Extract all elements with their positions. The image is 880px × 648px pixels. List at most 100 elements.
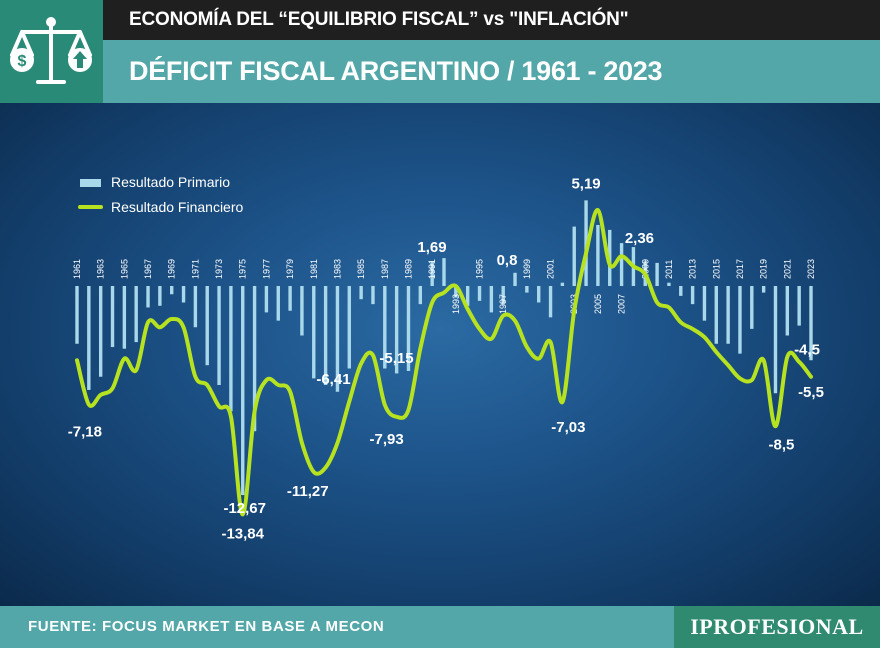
- bar-1984: [347, 286, 351, 369]
- tick-label-1979: 1979: [285, 259, 295, 279]
- bar-2003: [572, 226, 576, 286]
- bar-1971: [193, 286, 198, 328]
- data-label-1962-financiero: -7,18: [68, 423, 102, 440]
- bar-2010: [655, 262, 659, 286]
- bar-2002: [560, 282, 565, 286]
- chart-legend: Resultado Primario Resultado Financiero: [78, 174, 244, 215]
- data-label-1975-financiero: -13,84: [221, 525, 264, 542]
- tick-label-1963: 1963: [96, 259, 106, 279]
- legend-label-financiero: Resultado Financiero: [111, 199, 244, 215]
- bar-2019: [761, 286, 766, 293]
- bar-1993: [454, 286, 458, 298]
- svg-text:$: $: [18, 53, 27, 70]
- data-label-2004-primario: 5,19: [571, 175, 600, 192]
- tick-label-2013: 2013: [688, 259, 698, 279]
- bar-1985: [359, 286, 363, 300]
- bar-1973: [217, 286, 221, 385]
- data-label-1989-primario: -5,15: [379, 350, 413, 367]
- tick-label-2015: 2015: [711, 259, 721, 279]
- data-label-1988-financiero: -7,93: [370, 431, 404, 448]
- bar-2012: [679, 286, 683, 296]
- bar-2004: [584, 200, 588, 286]
- bar-2015: [714, 286, 718, 344]
- bar-2023: [809, 286, 813, 361]
- chart-svg: Resultado Primario Resultado Financiero …: [68, 174, 824, 542]
- bar-1970: [181, 286, 186, 303]
- bar-2018: [750, 286, 754, 329]
- bar-2021: [785, 286, 790, 336]
- bar-1986: [371, 286, 375, 305]
- bar-1999: [525, 286, 529, 293]
- tick-label-1967: 1967: [143, 259, 153, 279]
- data-label-2008-primario: 2,36: [625, 230, 654, 247]
- tick-label-1971: 1971: [190, 259, 200, 279]
- bar-1966: [134, 286, 138, 343]
- bar-2022: [797, 286, 801, 326]
- header-title: ECONOMÍA DEL “EQUILIBRIO FISCAL” vs "INF…: [103, 0, 880, 40]
- bar-2020: [773, 286, 778, 394]
- data-label-1975-primario: -12,67: [223, 500, 266, 517]
- tick-label-1991: 1991: [427, 259, 437, 279]
- bar-2011: [667, 282, 671, 286]
- series-line-resultado-financiero: [75, 208, 813, 517]
- bar-1976: [252, 286, 257, 432]
- bar-1978: [276, 286, 280, 321]
- tick-label-1999: 1999: [522, 259, 532, 279]
- tick-label-1997: 1997: [498, 294, 508, 314]
- tick-label-1989: 1989: [403, 259, 413, 279]
- legend-swatch-primario: [80, 179, 101, 187]
- bar-1963: [98, 286, 103, 377]
- bar-1981: [312, 286, 316, 379]
- chart-title: DÉFICIT FISCAL ARGENTINO / 1961 - 2023: [103, 40, 880, 103]
- tick-label-2021: 2021: [782, 259, 792, 279]
- tick-label-1977: 1977: [261, 259, 271, 279]
- balance-scale-icon: $: [10, 17, 92, 84]
- bar-1990: [418, 286, 423, 305]
- data-label-1981-financiero: -11,27: [287, 483, 329, 500]
- tick-label-1987: 1987: [380, 259, 390, 279]
- data-label-1992-primario: 1,69: [417, 239, 446, 256]
- footer: FUENTE: FOCUS MARKET EN BASE A MECON IPR…: [0, 606, 880, 648]
- tick-label-1981: 1981: [309, 259, 319, 279]
- bar-2000: [537, 286, 541, 303]
- bar-1972: [205, 286, 209, 366]
- bar-1965: [122, 286, 127, 349]
- bar-1980: [300, 286, 304, 336]
- tick-label-2009: 2009: [640, 259, 650, 279]
- tick-label-2011: 2011: [664, 260, 674, 279]
- data-label-2023-primario: -4,5: [794, 341, 820, 358]
- bar-1969: [170, 286, 174, 295]
- bar-1961: [75, 286, 79, 344]
- bar-2005: [596, 224, 600, 286]
- data-label-2020-financiero: -8,5: [769, 436, 795, 453]
- data-label-1998-primario: 0,8: [497, 252, 518, 269]
- bar-1995: [477, 286, 482, 301]
- data-label-2023-financiero: -5,5: [798, 384, 824, 401]
- tick-label-1983: 1983: [332, 259, 342, 279]
- bar-1998: [513, 272, 517, 286]
- bar-1989: [406, 286, 411, 371]
- tick-label-2005: 2005: [593, 294, 603, 314]
- bar-2014: [702, 286, 707, 321]
- bar-1988: [394, 286, 399, 374]
- bar-1964: [110, 286, 115, 348]
- bar-1974: [229, 286, 233, 412]
- brand-logo: IPROFESIONAL: [674, 606, 880, 648]
- tick-label-1995: 1995: [475, 259, 485, 279]
- tick-label-2019: 2019: [759, 259, 769, 279]
- tick-label-2007: 2007: [617, 294, 627, 314]
- tick-label-1985: 1985: [356, 259, 366, 279]
- bar-1983: [335, 286, 340, 392]
- bar-1967: [146, 286, 150, 308]
- bar-1991: [430, 261, 434, 286]
- bar-1996: [489, 286, 494, 313]
- data-label-1983-primario: -6,41: [316, 371, 350, 388]
- bar-1977: [264, 286, 269, 313]
- tick-label-1969: 1969: [167, 259, 177, 279]
- bar-2016: [726, 286, 730, 344]
- bar-1982: [323, 286, 328, 385]
- bar-1975: [241, 286, 245, 496]
- tick-label-1993: 1993: [451, 294, 461, 314]
- bar-2001: [548, 286, 553, 318]
